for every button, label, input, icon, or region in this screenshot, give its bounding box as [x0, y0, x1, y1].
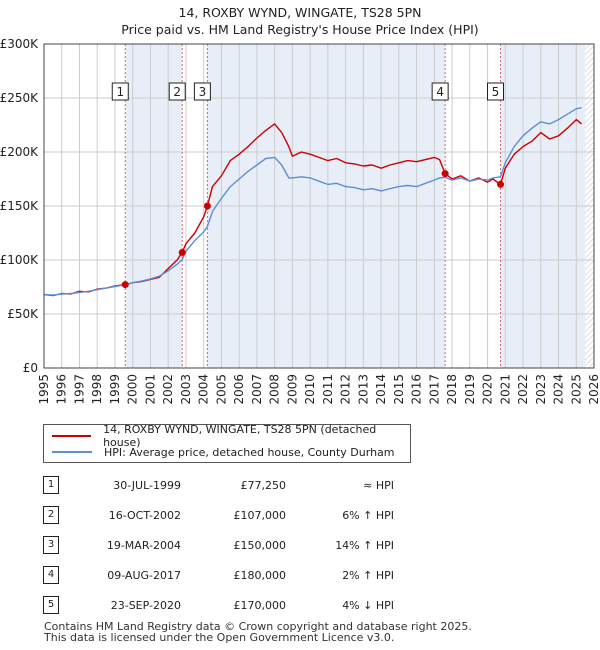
x-tick-label: 1997 — [72, 374, 86, 405]
x-tick-label: 2005 — [214, 374, 228, 405]
transactions-table: 1 30-JUL-1999 £77,250 ≈ HPI 2 16-OCT-200… — [43, 470, 394, 620]
sale-price: £150,000 — [233, 538, 287, 552]
sale-label-number: 4 — [436, 85, 444, 99]
legend-hpi-label: HPI: Average price, detached house, Coun… — [104, 445, 395, 459]
title-subtitle: Price paid vs. HM Land Registry's House … — [121, 22, 479, 37]
sale-date: 16-OCT-2002 — [108, 508, 181, 522]
footer-licence: This data is licensed under the Open Gov… — [44, 631, 395, 644]
sale-number-badge: 4 — [43, 566, 59, 584]
chart-legend: 14, ROXBY WYND, WINGATE, TS28 5PN (detac… — [43, 423, 411, 463]
sale-number-badge: 3 — [43, 536, 59, 554]
y-tick-label: £100K — [0, 253, 39, 267]
sale-number-badge: 2 — [43, 506, 59, 524]
x-tick-label: 2008 — [268, 374, 282, 405]
sale-label-box — [487, 82, 504, 101]
sale-hpi-relation: ≈ HPI — [363, 478, 394, 492]
table-row: 2 16-OCT-2002 £107,000 6% ↑ HPI — [43, 500, 394, 530]
x-tick-label: 2019 — [463, 374, 477, 405]
x-tick-label: 2007 — [250, 374, 264, 405]
sale-number-badge: 5 — [43, 596, 59, 614]
chart-title: 14, ROXBY WYND, WINGATE, TS28 5PN Price … — [0, 4, 600, 38]
legend-item-price: 14, ROXBY WYND, WINGATE, TS28 5PN (detac… — [52, 423, 410, 449]
footer-copyright: Contains HM Land Registry data © Crown c… — [44, 620, 472, 633]
x-tick-label: 1998 — [90, 374, 104, 405]
legend-price-label: 14, ROXBY WYND, WINGATE, TS28 5PN (detac… — [103, 423, 377, 449]
sale-point — [178, 248, 186, 256]
table-row: 1 30-JUL-1999 £77,250 ≈ HPI — [43, 470, 394, 500]
title-address: 14, ROXBY WYND, WINGATE, TS28 5PN — [178, 5, 422, 20]
sale-label-number: 3 — [199, 85, 207, 99]
y-tick-label: £200K — [0, 145, 39, 159]
sale-number-badge: 1 — [43, 476, 59, 494]
sale-date: 09-AUG-2017 — [107, 568, 181, 582]
sale-label-box — [168, 82, 186, 101]
sale-point — [441, 170, 449, 178]
x-tick-label: 1996 — [55, 374, 69, 405]
x-tick-label: 2016 — [410, 374, 424, 405]
sale-hpi-relation: 2% ↑ HPI — [342, 568, 394, 582]
x-tick-label: 2014 — [374, 374, 388, 405]
x-tick-label: 2018 — [445, 374, 459, 405]
sale-point — [203, 202, 211, 210]
x-tick-label: 2015 — [392, 374, 406, 405]
x-tick-label: 2003 — [179, 374, 193, 405]
table-row: 5 23-SEP-2020 £170,000 4% ↓ HPI — [43, 590, 394, 620]
sale-label-box — [431, 82, 449, 101]
y-tick-label: £300K — [0, 37, 39, 51]
y-tick-label: £150K — [0, 199, 39, 213]
table-row: 4 09-AUG-2017 £180,000 2% ↑ HPI — [43, 560, 394, 590]
footer-attribution: Contains HM Land Registry data © Crown c… — [44, 621, 472, 643]
x-tick-label: 2011 — [321, 374, 335, 405]
sale-label-box — [193, 82, 211, 101]
y-tick-label: £50K — [7, 307, 39, 321]
x-tick-label: 2013 — [356, 374, 370, 405]
sale-hpi-relation: 14% ↑ HPI — [335, 538, 394, 552]
hpi-line — [43, 107, 582, 296]
x-tick-label: 2024 — [552, 374, 566, 405]
sale-price: £170,000 — [233, 598, 287, 612]
x-tick-label: 2010 — [303, 374, 317, 405]
y-tick-label: £250K — [0, 91, 39, 105]
sale-label-number: 1 — [116, 85, 124, 99]
sale-hpi-relation: 6% ↑ HPI — [342, 508, 394, 522]
sale-date: 19-MAR-2004 — [106, 538, 181, 552]
x-tick-label: 2000 — [126, 374, 140, 405]
sale-point — [497, 180, 504, 188]
sale-point — [121, 281, 129, 289]
sale-price: £107,000 — [233, 508, 287, 522]
sale-hpi-relation: 4% ↓ HPI — [342, 598, 394, 612]
sale-label-box — [111, 82, 129, 101]
legend-price-swatch — [52, 435, 92, 437]
legend-item-hpi: HPI: Average price, detached house, Coun… — [52, 445, 395, 459]
x-tick-label: 2020 — [481, 374, 495, 405]
sale-date: 23-SEP-2020 — [110, 598, 181, 612]
legend-hpi-swatch — [52, 451, 92, 453]
x-tick-label: 2021 — [498, 374, 512, 405]
sale-price: £180,000 — [233, 568, 287, 582]
sale-price: £77,250 — [240, 478, 287, 492]
x-tick-label: 1995 — [37, 374, 51, 405]
sale-label-number: 5 — [492, 85, 500, 99]
x-tick-label: 2026 — [587, 374, 600, 405]
plot-frame — [43, 43, 595, 369]
x-tick-label: 2002 — [161, 374, 175, 405]
x-tick-label: 2017 — [427, 374, 441, 405]
x-tick-label: 2025 — [569, 374, 583, 405]
x-tick-label: 2009 — [285, 374, 299, 405]
sale-date: 30-JUL-1999 — [113, 478, 181, 492]
x-tick-label: 2006 — [232, 374, 246, 405]
sale-label-number: 2 — [173, 85, 181, 99]
x-tick-label: 2001 — [143, 374, 157, 405]
x-tick-label: 2012 — [339, 374, 353, 405]
x-tick-label: 1999 — [108, 374, 122, 405]
x-tick-label: 2023 — [534, 374, 548, 405]
x-tick-label: 2004 — [197, 374, 211, 405]
x-tick-label: 2022 — [516, 374, 530, 405]
table-row: 3 19-MAR-2004 £150,000 14% ↑ HPI — [43, 530, 394, 560]
y-tick-label: £0 — [23, 361, 38, 375]
price-chart: 1 2 3 4 5 £0 £50K £100K £150K £200K £250K £300K 199… — [0, 37, 600, 405]
